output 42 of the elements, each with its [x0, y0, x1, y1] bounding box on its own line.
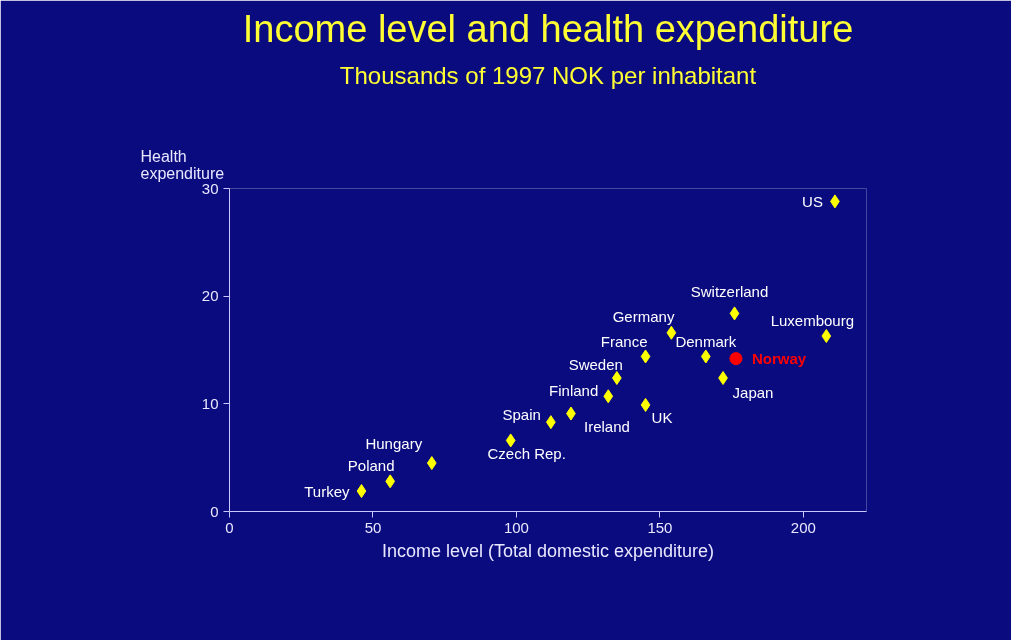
point: [505, 433, 516, 448]
data-label: Germany: [612, 308, 675, 326]
y-tick-label: 30: [201, 179, 219, 197]
y-axis-title: Health expenditure: [140, 147, 225, 182]
point: [729, 306, 740, 321]
data-label: Denmark: [675, 332, 737, 350]
x-tick-label: 0: [225, 518, 234, 536]
data-label: Ireland: [584, 418, 630, 436]
chart-subtitle: Thousands of 1997 NOK per inhabitant: [339, 61, 757, 89]
data-label: Sweden: [568, 356, 623, 374]
point: [640, 349, 651, 364]
x-tick-label: 150: [647, 518, 673, 536]
data-label: Spain: [502, 405, 541, 423]
point: [640, 397, 651, 412]
data-label: Finland: [549, 381, 599, 399]
series-label: Norway: [751, 350, 807, 368]
data-label: Turkey: [304, 482, 350, 500]
point: [700, 349, 711, 364]
data-label: Luxembourg: [770, 311, 855, 329]
data-label: Japan: [732, 384, 774, 402]
point: [356, 484, 367, 499]
y-tick-label: 0: [210, 502, 219, 520]
point: [821, 329, 832, 343]
x-tick-label: 100: [503, 518, 529, 536]
y-tick-label: 20: [201, 287, 219, 305]
data-label: Switzerland: [690, 282, 769, 300]
y-tick-label: 10: [201, 394, 219, 412]
point: [385, 474, 396, 489]
chart-title: Income level and health expenditure: [242, 7, 854, 50]
data-label: UK: [651, 409, 673, 427]
data-label: Hungary: [365, 434, 423, 452]
data-label: France: [600, 332, 648, 350]
point: [603, 389, 614, 404]
data-label: Czech Rep.: [487, 444, 566, 462]
point: [729, 352, 743, 366]
x-axis-title: Income level (Total domestic expenditure): [381, 540, 715, 561]
x-tick-label: 50: [364, 518, 382, 536]
x-tick-label: 200: [790, 518, 816, 536]
data-label: Poland: [347, 456, 395, 474]
point: [426, 456, 437, 471]
point: [666, 325, 677, 340]
data-label: US: [802, 192, 823, 210]
